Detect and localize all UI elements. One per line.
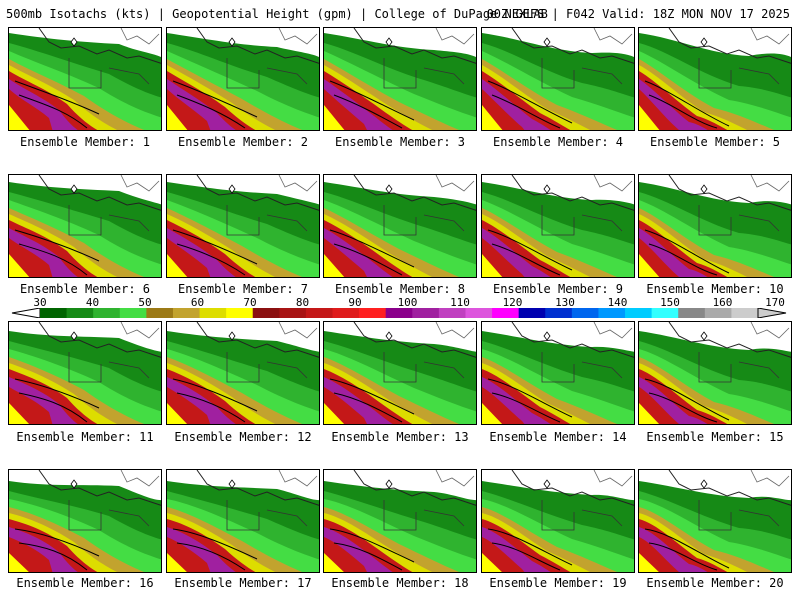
ensemble-member-map (8, 469, 162, 573)
colorbar-tick-label: 110 (450, 296, 470, 309)
ensemble-member-map (638, 27, 792, 131)
ensemble-member-label: Ensemble Member: 7 (177, 282, 309, 296)
colorbar-swatch (518, 308, 546, 318)
colorbar-swatch (438, 308, 466, 318)
ensemble-member-label: Ensemble Member: 17 (174, 576, 312, 590)
ensemble-member-map (638, 469, 792, 573)
ensemble-member-label: Ensemble Member: 1 (19, 135, 151, 149)
ensemble-member-map (166, 469, 320, 573)
colorbar-tick-label: 90 (348, 296, 362, 309)
colorbar (11, 308, 787, 318)
ensemble-member-label: Ensemble Member: 8 (334, 282, 466, 296)
colorbar-tick-label: 30 (33, 296, 47, 309)
ensemble-member-label: Ensemble Member: 16 (16, 576, 154, 590)
colorbar-swatch (545, 308, 573, 318)
colorbar-swatch (40, 308, 68, 318)
ensemble-member-label: Ensemble Member: 20 (646, 576, 784, 590)
colorbar-swatch (146, 308, 174, 318)
ensemble-member-map (638, 321, 792, 425)
colorbar-labels: 30 40 50 60 70 80 90 100 110 120 130 140 150 160 170 (0, 296, 800, 309)
colorbar-swatch (305, 308, 334, 318)
colorbar-tick-label: 40 (85, 296, 100, 309)
valid-time: 00Z GEFS | F042 Valid: 18Z MON NOV 17 20… (486, 7, 790, 21)
colorbar-swatch (465, 308, 493, 318)
ensemble-member-map (323, 27, 477, 131)
colorbar-tick-label: 120 (502, 296, 523, 309)
colorbar-tick-label: 170 (765, 296, 785, 309)
colorbar-swatch (93, 308, 121, 318)
ensemble-member-map (323, 174, 477, 278)
colorbar-tick-label: 60 (190, 296, 205, 309)
ensemble-member-map (8, 321, 162, 425)
map-header: 500mb Isotachs (kts) | Geopotential Heig… (6, 6, 796, 22)
colorbar-tick-label: 100 (397, 296, 418, 309)
ensemble-member-label: Ensemble Member: 4 (492, 135, 624, 149)
colorbar-swatch (625, 308, 653, 318)
colorbar-swatch (704, 308, 732, 318)
colorbar-min-arrow (11, 308, 41, 318)
colorbar-swatch (172, 308, 201, 318)
colorbar-swatch (359, 308, 387, 318)
colorbar-swatch (199, 308, 227, 318)
ensemble-member-map (323, 469, 477, 573)
ensemble-member-label: Ensemble Member: 11 (16, 430, 154, 444)
colorbar-tick-label: 70 (243, 296, 257, 309)
colorbar-swatch (412, 308, 440, 318)
ensemble-member-label: Ensemble Member: 19 (489, 576, 627, 590)
ensemble-member-label: Ensemble Member: 5 (649, 135, 781, 149)
colorbar-tick-label: 130 (555, 296, 575, 309)
colorbar-tick-label: 160 (712, 296, 733, 309)
colorbar-swatch (66, 308, 94, 318)
ensemble-member-map (481, 321, 635, 425)
colorbar-swatch (492, 308, 520, 318)
colorbar-tick-label: 50 (138, 296, 152, 309)
colorbar-swatch (226, 308, 254, 318)
ensemble-member-label: Ensemble Member: 3 (334, 135, 466, 149)
ensemble-member-map (481, 469, 635, 573)
ensemble-member-map (323, 321, 477, 425)
ensemble-member-map (8, 174, 162, 278)
colorbar-swatch (252, 308, 280, 318)
colorbar-swatch (571, 308, 599, 318)
colorbar-swatch (332, 308, 360, 318)
colorbar-swatch (678, 308, 706, 318)
colorbar-swatch (279, 308, 307, 318)
ensemble-member-label: Ensemble Member: 12 (174, 430, 312, 444)
ensemble-member-map (638, 174, 792, 278)
ensemble-member-map (166, 27, 320, 131)
colorbar-tick-label: 150 (660, 296, 680, 309)
colorbar-tick-label: 80 (295, 296, 310, 309)
ensemble-member-label: Ensemble Member: 10 (646, 282, 784, 296)
ensemble-member-label: Ensemble Member: 6 (19, 282, 151, 296)
colorbar-swatch (731, 308, 759, 318)
colorbar-max-arrow (757, 308, 787, 318)
ensemble-member-map (166, 321, 320, 425)
ensemble-member-label: Ensemble Member: 13 (331, 430, 469, 444)
ensemble-member-map (481, 174, 635, 278)
ensemble-member-label: Ensemble Member: 2 (177, 135, 309, 149)
ensemble-member-label: Ensemble Member: 18 (331, 576, 469, 590)
ensemble-member-map (481, 27, 635, 131)
colorbar-swatch (651, 308, 679, 318)
colorbar-swatch (385, 308, 413, 318)
ensemble-member-label: Ensemble Member: 9 (492, 282, 624, 296)
ensemble-member-label: Ensemble Member: 14 (489, 430, 627, 444)
colorbar-tick-label: 140 (607, 296, 628, 309)
map-title: 500mb Isotachs (kts) | Geopotential Heig… (6, 7, 548, 21)
ensemble-member-label: Ensemble Member: 15 (646, 430, 784, 444)
colorbar-swatch (119, 308, 147, 318)
colorbar-swatch (598, 308, 626, 318)
ensemble-member-map (8, 27, 162, 131)
ensemble-member-map (166, 174, 320, 278)
